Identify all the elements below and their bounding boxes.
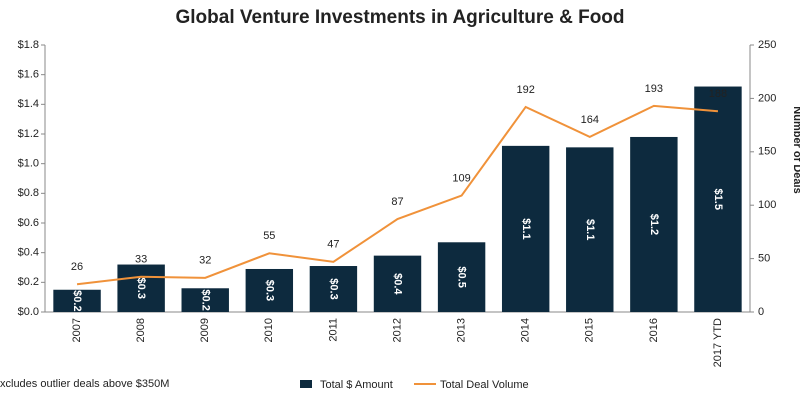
- bar-value-label: $0.3: [135, 278, 147, 299]
- line-value-label: 55: [263, 230, 275, 242]
- bar-value-label: $0.2: [199, 289, 211, 310]
- y2-tick-label: 50: [758, 253, 770, 265]
- x-tick-label: 2008: [135, 318, 147, 342]
- line-value-label: 193: [645, 83, 663, 95]
- x-tick-label: 2012: [391, 318, 403, 342]
- bar-value-label: $0.5: [456, 266, 468, 287]
- bar-value-label: $1.1: [520, 218, 532, 239]
- line-value-label: 87: [391, 196, 403, 208]
- line-value-label: 32: [199, 255, 211, 267]
- bar-value-label: $1.1: [584, 219, 596, 240]
- x-tick-label: 2014: [520, 318, 532, 342]
- y-tick-label: $1.8: [18, 39, 39, 51]
- x-tick-label: 2007: [71, 318, 83, 342]
- line-value-label: 109: [452, 172, 470, 184]
- x-tick-label: 2017 YTD: [712, 318, 724, 367]
- x-tick-label: 2015: [584, 318, 596, 342]
- bar: [53, 289, 101, 312]
- y-tick-label: $1.2: [18, 128, 39, 140]
- x-tick-label: 2011: [327, 318, 339, 342]
- chart-title: Global Venture Investments in Agricultur…: [175, 7, 624, 28]
- y-tick-label: $1.4: [18, 98, 39, 110]
- bar: [694, 86, 742, 313]
- bar: [245, 268, 294, 312]
- bar-value-label: $0.4: [392, 273, 404, 295]
- y2-tick-label: 200: [758, 92, 776, 104]
- x-tick-label: 2010: [263, 318, 275, 342]
- bar: [309, 266, 358, 312]
- legend-label: Total Deal Volume: [440, 379, 529, 391]
- bar-value-label: $1.5: [712, 189, 724, 210]
- bar: [181, 288, 229, 312]
- bar-value-label: $0.3: [328, 278, 340, 299]
- y-tick-label: $0.4: [18, 247, 39, 259]
- y-tick-label: $0.8: [18, 187, 39, 199]
- y2-tick-label: 100: [758, 199, 776, 211]
- line-value-label: 33: [135, 254, 147, 266]
- bar: [566, 147, 614, 312]
- y-tick-label: $0.2: [18, 276, 39, 288]
- footnote: xcludes outlier deals above $350M: [0, 378, 169, 390]
- bar: [117, 264, 165, 312]
- line-value-label: 164: [581, 114, 599, 126]
- y-tick-label: $1.0: [18, 158, 39, 170]
- legend-swatch: [300, 380, 312, 388]
- y-tick-label: $1.6: [18, 69, 39, 81]
- x-tick-label: 2009: [199, 318, 211, 342]
- y2-axis-label: Number of Deals: [791, 106, 800, 193]
- line-value-label: 26: [71, 261, 83, 273]
- y2-tick-label: 250: [758, 39, 776, 51]
- bar: [373, 255, 422, 312]
- y2-tick-label: 0: [758, 306, 764, 318]
- legend-label: Total $ Amount: [320, 379, 393, 391]
- x-tick-label: 2016: [648, 318, 660, 342]
- bar: [630, 136, 678, 312]
- line-value-label: 47: [327, 239, 339, 251]
- y2-tick-label: 150: [758, 146, 776, 158]
- x-tick-label: 2013: [455, 318, 467, 342]
- bar: [437, 242, 486, 312]
- bar-value-label: $0.3: [263, 280, 275, 301]
- y-tick-label: $0.6: [18, 217, 39, 229]
- bar-value-label: $0.2: [71, 290, 83, 311]
- y-tick-label: $0.0: [18, 306, 39, 318]
- line: [76, 104, 719, 286]
- line-value-label: 192: [517, 84, 535, 96]
- line-value-label: 188: [709, 88, 727, 100]
- bar: [501, 145, 550, 312]
- bar-value-label: $1.2: [648, 214, 660, 235]
